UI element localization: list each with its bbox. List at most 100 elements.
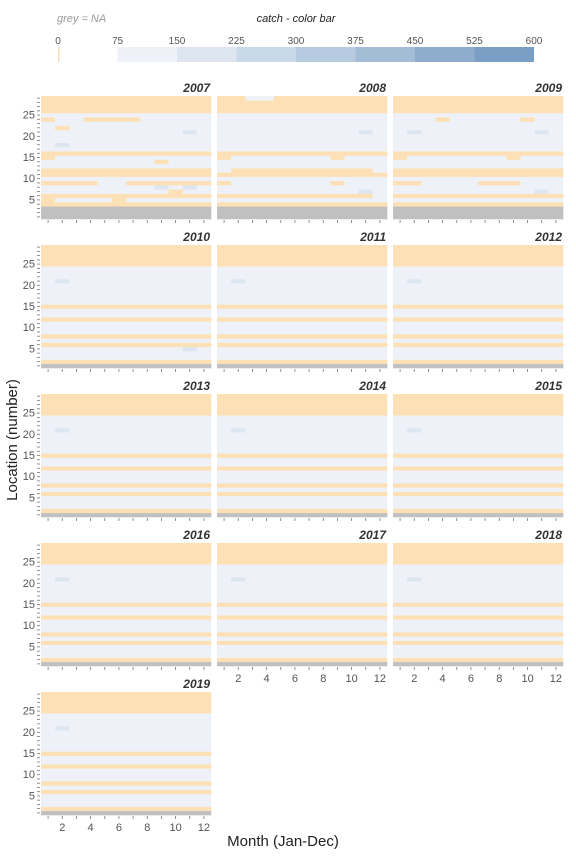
heatmap-cell	[520, 180, 564, 186]
heatmap-cell	[41, 619, 212, 624]
heatmap-cell	[217, 564, 388, 569]
heatmap-cell	[41, 151, 212, 156]
heatmap-cell	[154, 185, 169, 190]
heatmap-cell	[41, 640, 212, 646]
panel-2019: 2019 5 10 15 20 25 2 4 6 8 10 12	[23, 677, 212, 834]
heatmap-cell	[245, 427, 388, 433]
heatmap-cell	[245, 278, 388, 284]
y-tick-label: 10	[23, 769, 35, 781]
heatmap-cell	[393, 317, 564, 322]
heatmap-cell	[41, 789, 212, 795]
heatmap-cell	[217, 551, 388, 557]
heatmap-cell	[231, 427, 246, 433]
heatmap-cell	[217, 461, 388, 467]
heatmap-cell	[55, 576, 70, 582]
heatmap-cell	[41, 793, 212, 799]
heatmap-cell	[393, 117, 436, 122]
heatmap-cell	[41, 440, 212, 446]
heatmap-cell	[421, 180, 479, 186]
heatmap-cell	[55, 427, 70, 433]
heatmap-cell	[41, 478, 212, 484]
heatmap-cell	[393, 551, 564, 557]
heatmap-cell	[217, 491, 388, 497]
heatmap-cell	[217, 410, 388, 416]
heatmap-cell	[41, 751, 212, 756]
heatmap-cell	[196, 346, 212, 352]
panel-year-label: 2014	[358, 379, 386, 393]
heatmap-cell	[393, 270, 564, 275]
heatmap-cell	[393, 619, 564, 624]
heatmap-cell	[393, 334, 564, 339]
heatmap-cell	[41, 402, 212, 408]
heatmap-cell	[41, 346, 183, 352]
heatmap-cell	[41, 589, 212, 595]
heatmap-cell	[217, 334, 388, 339]
heatmap-cell	[217, 508, 388, 514]
heatmap-cell	[41, 329, 212, 335]
heatmap-cell	[41, 423, 212, 429]
heatmap-cell	[217, 568, 388, 573]
heatmap-cell	[217, 427, 232, 433]
heatmap-cell	[41, 692, 212, 697]
y-tick-label: 5	[29, 194, 35, 206]
heatmap-cell	[41, 564, 212, 569]
panel-2013: 2013 5 10 15 20 25	[23, 379, 212, 521]
heatmap-cell	[217, 129, 359, 135]
x-tick-label: 10	[345, 673, 357, 685]
heatmap-cell	[41, 308, 212, 314]
panel-2010: 2010 5 10 15 20 25	[23, 230, 212, 372]
heatmap-cell	[41, 700, 212, 706]
heatmap-cell	[41, 768, 212, 773]
heatmap-cell	[217, 151, 388, 156]
heatmap-cell	[41, 338, 212, 343]
heatmap-cell	[217, 495, 388, 501]
heatmap-cell	[55, 155, 212, 160]
heatmap-cell	[217, 163, 388, 169]
heatmap-cell	[41, 543, 212, 548]
y-tick-label: 10	[23, 620, 35, 632]
legend-swatch	[474, 47, 534, 62]
heatmap-cell	[217, 657, 388, 663]
x-tick-label: 2	[59, 822, 65, 834]
heatmap-cell	[217, 185, 388, 190]
legend-tick-label: 150	[169, 36, 186, 47]
heatmap-cell	[217, 249, 388, 254]
heatmap-cell	[41, 261, 212, 267]
heatmap-cell	[41, 657, 212, 663]
x-tick-label: 4	[440, 673, 446, 685]
heatmap-cell	[407, 278, 422, 284]
heatmap-cell	[372, 189, 388, 194]
heatmap-cell	[41, 500, 212, 505]
heatmap-cell	[548, 129, 564, 135]
heatmap-cell	[217, 661, 388, 667]
heatmap-cell	[69, 125, 212, 131]
heatmap-cell	[217, 117, 388, 122]
heatmap-cell	[393, 189, 535, 194]
heatmap-cell	[393, 615, 564, 620]
heatmap-cell	[217, 295, 388, 301]
heatmap-cell	[217, 555, 388, 561]
heatmap-cell	[41, 606, 212, 612]
heatmap-cell	[217, 615, 388, 620]
heatmap-cell	[217, 572, 388, 578]
heatmap-cell	[393, 593, 564, 599]
heatmap-cell	[393, 508, 564, 514]
heatmap-cell	[421, 278, 564, 284]
heatmap-cell	[393, 325, 564, 331]
panel-year-label: 2016	[182, 528, 210, 542]
panel-year-label: 2015	[534, 379, 562, 393]
heatmap-cell	[393, 193, 564, 199]
heatmap-cell	[41, 142, 56, 148]
heatmap-cell	[393, 623, 564, 629]
heatmap-cell	[393, 125, 564, 131]
heatmap-cell	[217, 168, 232, 173]
heatmap-cell	[41, 176, 212, 182]
heatmap-cell	[41, 155, 56, 160]
heatmap-cell	[217, 474, 388, 480]
y-tick-label: 20	[23, 429, 35, 441]
y-tick-label: 20	[23, 578, 35, 590]
legend-swatch	[236, 47, 296, 62]
heatmap-cell	[41, 312, 212, 318]
heatmap-cell	[41, 245, 212, 250]
heatmap-cell	[393, 564, 564, 569]
